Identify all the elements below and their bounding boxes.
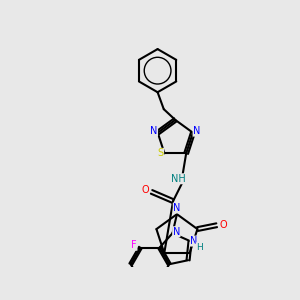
Text: H: H (196, 243, 203, 252)
Text: N: N (190, 236, 198, 246)
Text: N: N (193, 126, 200, 136)
Text: F: F (131, 240, 137, 250)
Text: S: S (158, 148, 164, 158)
Text: NH: NH (171, 174, 186, 184)
Text: O: O (142, 185, 149, 195)
Text: N: N (173, 203, 181, 213)
Text: N: N (150, 126, 158, 136)
Text: O: O (219, 220, 227, 230)
Text: N: N (173, 227, 180, 237)
